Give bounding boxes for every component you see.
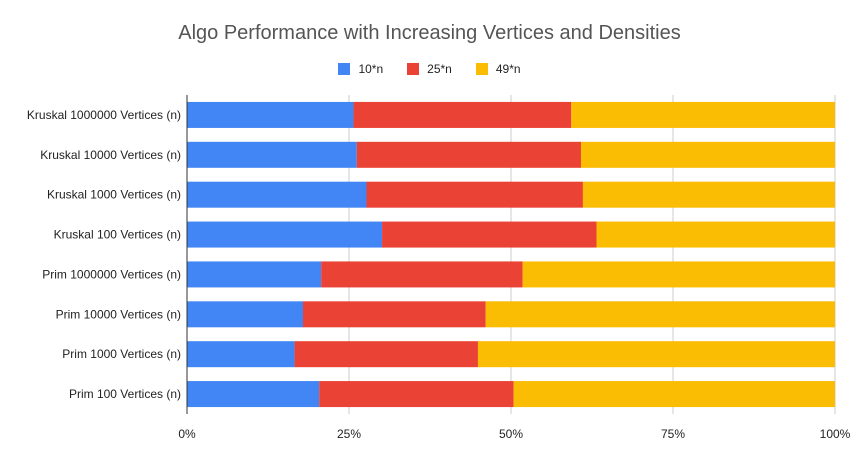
chart-title-text: Algo Performance with Increasing Vertice… (178, 22, 681, 44)
x-tick-label: 25% (337, 427, 361, 441)
bar-segment (187, 101, 354, 128)
bar-segment (187, 381, 320, 408)
bar-segment (187, 261, 322, 288)
y-category-label: Prim 10000 Vertices (n) (56, 307, 181, 321)
bar-segment (353, 101, 572, 128)
bar-segment (366, 181, 583, 208)
bar-segment (294, 341, 478, 368)
legend-swatch (407, 63, 420, 75)
bar-segment (485, 301, 835, 328)
legend-label: 49*n (495, 62, 521, 76)
bar-segment (321, 261, 523, 288)
bar-segment (477, 341, 835, 368)
bar-segment (596, 221, 835, 248)
legend: 10*n 25*n 49*n (0, 62, 859, 76)
bar-segment (582, 181, 835, 208)
bar-segment (302, 301, 486, 328)
x-tick-label: 100% (820, 427, 851, 441)
bar-segment (187, 341, 295, 368)
legend-swatch (338, 63, 351, 75)
bar-segment (319, 381, 514, 408)
y-category-label: Kruskal 1000000 Vertices (n) (27, 108, 181, 122)
legend-item[interactable]: 49*n (475, 62, 521, 76)
bar-segment (522, 261, 835, 288)
chart-title: Algo Performance with Increasing Vertice… (0, 22, 859, 45)
bar-segment (513, 381, 835, 408)
legend-item[interactable]: 25*n (407, 62, 452, 76)
legend-label: 25*n (427, 62, 452, 76)
bar-segment (187, 221, 383, 248)
bar-segment (580, 141, 835, 168)
x-tick-label: 50% (499, 427, 523, 441)
y-category-label: Kruskal 10000 Vertices (n) (40, 148, 181, 162)
bar-segment (356, 141, 581, 168)
bar-segment (187, 181, 367, 208)
legend-label: 10*n (358, 62, 384, 76)
y-category-label: Prim 1000000 Vertices (n) (42, 267, 181, 281)
legend-swatch (475, 63, 488, 75)
bar-segment (382, 221, 597, 248)
x-tick-label: 0% (178, 427, 196, 441)
y-category-label: Prim 1000 Vertices (n) (62, 347, 181, 361)
y-category-label: Prim 100 Vertices (n) (69, 387, 181, 401)
bar-segment (187, 141, 357, 168)
bar-segment (187, 301, 303, 328)
bar-segment (571, 101, 835, 128)
legend-item[interactable]: 10*n (338, 62, 383, 76)
y-category-label: Kruskal 100 Vertices (n) (54, 228, 181, 242)
x-tick-label: 75% (661, 427, 685, 441)
y-category-label: Kruskal 1000 Vertices (n) (47, 188, 181, 202)
